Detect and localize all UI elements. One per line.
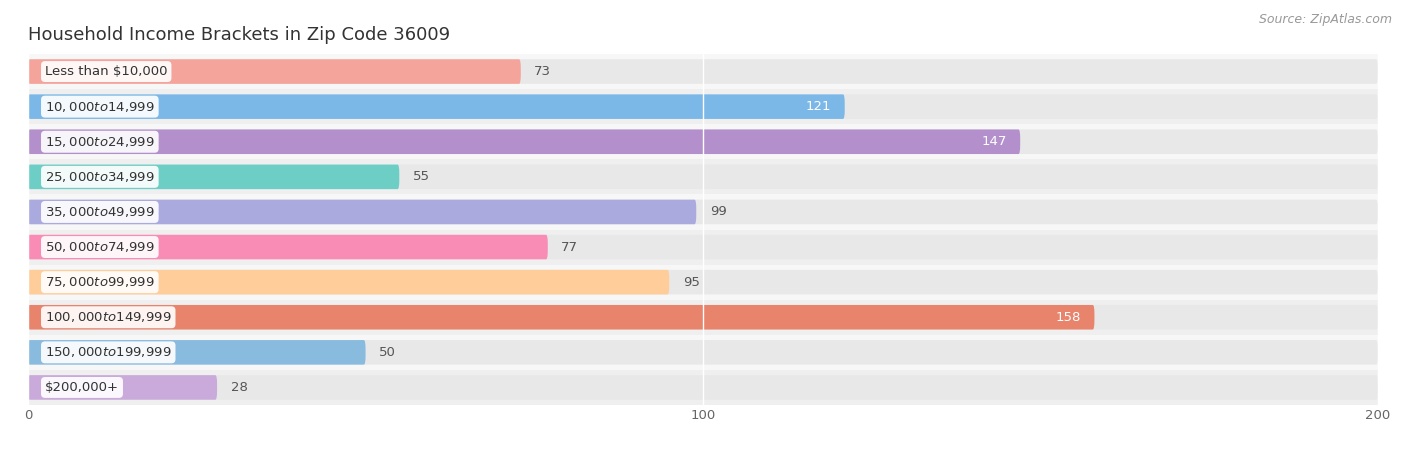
Text: 55: 55 [413,171,430,183]
FancyBboxPatch shape [28,130,1021,154]
FancyBboxPatch shape [28,165,1378,189]
FancyBboxPatch shape [28,305,1378,329]
Text: $75,000 to $99,999: $75,000 to $99,999 [45,275,155,289]
FancyBboxPatch shape [28,305,1094,329]
Text: Less than $10,000: Less than $10,000 [45,65,167,78]
Text: $200,000+: $200,000+ [45,381,120,394]
Text: $25,000 to $34,999: $25,000 to $34,999 [45,170,155,184]
FancyBboxPatch shape [28,94,845,119]
FancyBboxPatch shape [28,200,696,224]
FancyBboxPatch shape [28,375,217,400]
Text: Household Income Brackets in Zip Code 36009: Household Income Brackets in Zip Code 36… [28,26,450,44]
Text: 158: 158 [1056,311,1081,324]
Bar [28,89,1378,124]
FancyBboxPatch shape [28,200,1378,224]
Text: $15,000 to $24,999: $15,000 to $24,999 [45,135,155,149]
Bar [28,265,1378,300]
Bar [28,300,1378,335]
FancyBboxPatch shape [28,270,1378,294]
Bar [28,230,1378,265]
Text: 95: 95 [683,276,700,288]
Text: 77: 77 [561,241,578,253]
Text: Source: ZipAtlas.com: Source: ZipAtlas.com [1258,14,1392,27]
Bar [28,159,1378,194]
FancyBboxPatch shape [28,59,1378,84]
Text: $35,000 to $49,999: $35,000 to $49,999 [45,205,155,219]
Bar [28,370,1378,405]
Bar [28,124,1378,159]
Text: $150,000 to $199,999: $150,000 to $199,999 [45,345,172,360]
Text: $50,000 to $74,999: $50,000 to $74,999 [45,240,155,254]
FancyBboxPatch shape [28,375,1378,400]
FancyBboxPatch shape [28,340,366,364]
Text: 28: 28 [231,381,247,394]
FancyBboxPatch shape [28,235,1378,259]
Text: $100,000 to $149,999: $100,000 to $149,999 [45,310,172,324]
Bar [28,194,1378,230]
Text: 147: 147 [981,135,1007,148]
Bar [28,54,1378,89]
Text: 73: 73 [534,65,551,78]
Bar [28,335,1378,370]
FancyBboxPatch shape [28,94,1378,119]
FancyBboxPatch shape [28,270,669,294]
FancyBboxPatch shape [28,165,399,189]
Text: 50: 50 [380,346,396,359]
FancyBboxPatch shape [28,340,1378,364]
FancyBboxPatch shape [28,59,520,84]
FancyBboxPatch shape [28,130,1378,154]
Text: $10,000 to $14,999: $10,000 to $14,999 [45,99,155,114]
Text: 99: 99 [710,206,727,218]
FancyBboxPatch shape [28,235,548,259]
Text: 121: 121 [806,100,831,113]
